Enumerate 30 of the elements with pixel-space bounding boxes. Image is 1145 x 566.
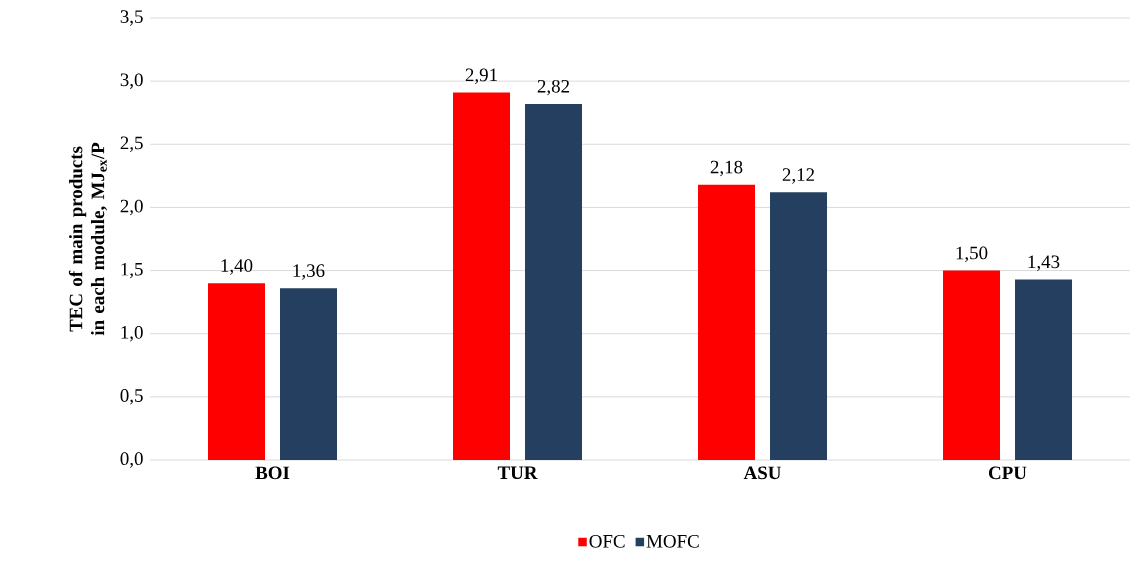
data-label: 2,91 [465,68,497,84]
x-tick-label: BOI [255,466,290,480]
x-tick-label: CPU [988,466,1027,480]
x-tick-label: ASU [743,466,781,480]
data-label: 1,43 [1028,255,1060,271]
data-label: 1,36 [293,264,325,280]
legend-label: OFC [589,534,625,548]
y-tick-label: 0,0 [120,452,143,468]
y-tick-label: 1,0 [121,325,143,342]
data-label: 2,18 [710,160,743,177]
y-tick-label: 2,0 [120,199,143,216]
bar [525,103,582,460]
bar [943,270,1001,460]
data-label: 2,82 [537,79,570,96]
data-label: 1,50 [956,246,988,263]
y-tick-label: 0,5 [120,389,143,405]
bar [698,184,756,460]
bar [770,192,828,460]
y-tick-label: 3,0 [120,73,143,89]
y-tick-label: 2,5 [120,136,143,152]
bar [280,288,337,460]
data-label: 1,40 [221,259,253,275]
y-tick-label: 1,5 [121,262,143,279]
legend-label: MOFC [646,534,699,548]
x-tick-label: TUR [497,466,538,480]
bar [453,92,510,460]
bar [208,283,265,460]
data-label: 2,12 [782,168,815,184]
bar [1015,279,1073,460]
y-tick-label: 3,5 [120,10,143,26]
